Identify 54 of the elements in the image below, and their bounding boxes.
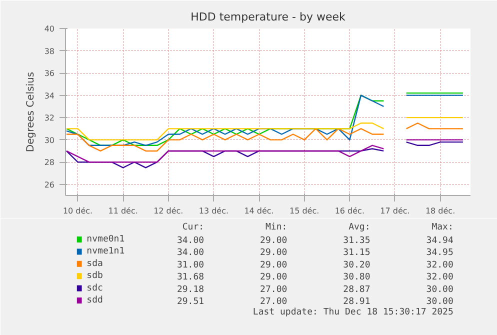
- text: 34.00: [176, 236, 204, 246]
- legend-label: nvme1n1: [86, 246, 125, 257]
- y-tick-label: 34: [44, 91, 55, 100]
- x-tick-label: 11 déc.: [108, 206, 138, 216]
- legend-label: nvme0n1: [86, 234, 125, 244]
- text: 29.00: [260, 248, 288, 258]
- text: 27.00: [260, 284, 288, 295]
- y-tick-label: 28: [44, 158, 55, 168]
- x-tick-label: 16 déc.: [334, 206, 364, 216]
- x-tick-label: 18 déc.: [425, 206, 456, 216]
- legend-label: sdd: [86, 296, 103, 306]
- text: Avg:: [348, 222, 370, 232]
- x-tick-label: 17 déc.: [380, 206, 410, 216]
- text: 34.95: [426, 248, 454, 258]
- x-tick-label: 15 déc.: [290, 206, 320, 216]
- text: 31.00: [176, 260, 204, 270]
- y-axis-title: Degrees Celsius: [25, 72, 36, 152]
- text: 30.20: [343, 260, 370, 270]
- text: Last update: Thu Dec 18 15:30:17 2025: [252, 308, 454, 318]
- legend-label: sda: [86, 258, 103, 269]
- y-tick-label: 38: [44, 46, 55, 56]
- y-tick-label: 26: [44, 180, 55, 190]
- text: 28.91: [343, 297, 370, 307]
- text: 29.18: [176, 284, 204, 295]
- text: 29.00: [260, 260, 288, 270]
- text: 29.51: [176, 297, 204, 307]
- text: Min:: [265, 222, 288, 232]
- text: Max:: [432, 222, 454, 232]
- x-tick-label: 10 déc.: [62, 206, 93, 216]
- x-tick-label: 13 déc.: [198, 206, 229, 216]
- y-tick-label: 32: [44, 114, 55, 123]
- text: 31.15: [343, 248, 370, 258]
- text: 32.00: [426, 260, 454, 270]
- text: 29.00: [260, 272, 288, 283]
- text: 28.87: [343, 284, 370, 295]
- text: 34.00: [176, 248, 204, 258]
- y-tick-label: 36: [44, 69, 55, 78]
- x-tick-label: 12 déc.: [154, 206, 184, 216]
- text: 27.00: [260, 297, 288, 307]
- y-tick-label: 30: [44, 136, 55, 145]
- text: Cur:: [182, 222, 204, 232]
- text: 29.00: [260, 236, 288, 246]
- text: 30.80: [343, 272, 370, 283]
- text: 31.68: [176, 272, 204, 283]
- text: 30.00: [426, 297, 454, 307]
- text: 30.00: [426, 284, 454, 295]
- text: 32.00: [426, 272, 454, 283]
- chart-title: HDD temperature - by week: [190, 10, 346, 24]
- text: 34.94: [426, 236, 454, 246]
- text: 31.35: [343, 236, 370, 246]
- y-tick-label: 40: [44, 24, 55, 34]
- legend-label: sdc: [86, 283, 103, 294]
- legend-label: sdb: [86, 271, 103, 282]
- x-tick-label: 14 déc.: [244, 206, 274, 216]
